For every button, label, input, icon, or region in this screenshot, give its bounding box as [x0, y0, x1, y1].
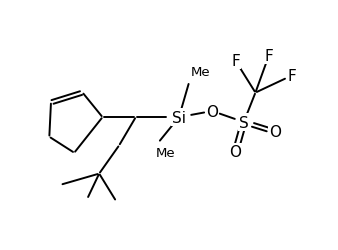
Text: S: S [239, 115, 249, 130]
Text: Me: Me [155, 146, 175, 159]
Text: Si: Si [172, 110, 186, 125]
Text: O: O [206, 104, 218, 119]
Text: F: F [264, 49, 273, 64]
Text: Me: Me [190, 66, 210, 79]
Text: O: O [269, 125, 281, 140]
Text: F: F [288, 69, 296, 84]
Text: O: O [230, 144, 241, 159]
Text: F: F [231, 54, 240, 69]
